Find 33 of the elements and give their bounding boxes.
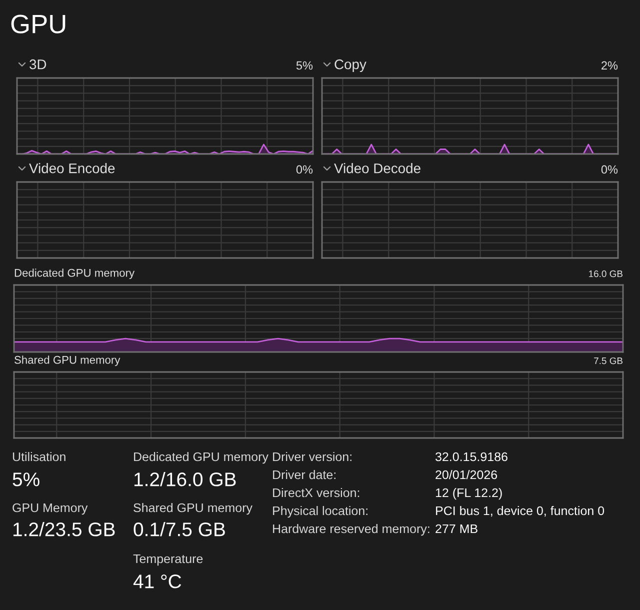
text: Hardware reserved memory:	[273, 524, 430, 536]
text: 41 °C	[133, 574, 182, 588]
text: Video Decode	[334, 163, 420, 174]
text: DirectX version:	[273, 488, 360, 498]
text: 0.1/7.5 GB	[134, 522, 225, 536]
chart-title: Copy	[334, 59, 366, 72]
text: 0%	[296, 165, 313, 174]
text: 20/01/2026	[436, 470, 498, 480]
text: Dedicated GPU memory	[134, 452, 268, 464]
text: 7.5 GB	[594, 357, 623, 364]
text: 5%	[12, 472, 40, 486]
text: Physical location:	[273, 506, 368, 518]
text: GPU	[11, 14, 66, 34]
text: GPU Memory	[12, 503, 88, 515]
text: Driver version:	[273, 452, 352, 462]
text: 0%	[601, 165, 618, 174]
text: 32.0.15.9186	[435, 452, 508, 462]
text: 5%	[296, 61, 313, 70]
chart-title: Dedicated GPU memory	[14, 268, 135, 279]
text: 12 (FL 12.2)	[436, 488, 502, 500]
text: Shared GPU memory	[14, 356, 120, 366]
chart-title: 3D	[30, 59, 46, 70]
text: 1.2/16.0 GB	[134, 472, 236, 486]
text: Utilisation	[12, 452, 66, 462]
text: 277 MB	[436, 524, 478, 534]
text: 1.2/23.5 GB	[13, 522, 115, 536]
text: 2%	[602, 61, 618, 70]
text: 16.0 GB	[589, 270, 623, 278]
text: PCI bus 1, device 0, function 0	[436, 506, 604, 517]
text: Video Encode	[29, 163, 115, 174]
text: Driver date:	[273, 470, 336, 480]
text: Shared GPU memory	[134, 503, 252, 515]
text: Temperature	[133, 554, 203, 566]
